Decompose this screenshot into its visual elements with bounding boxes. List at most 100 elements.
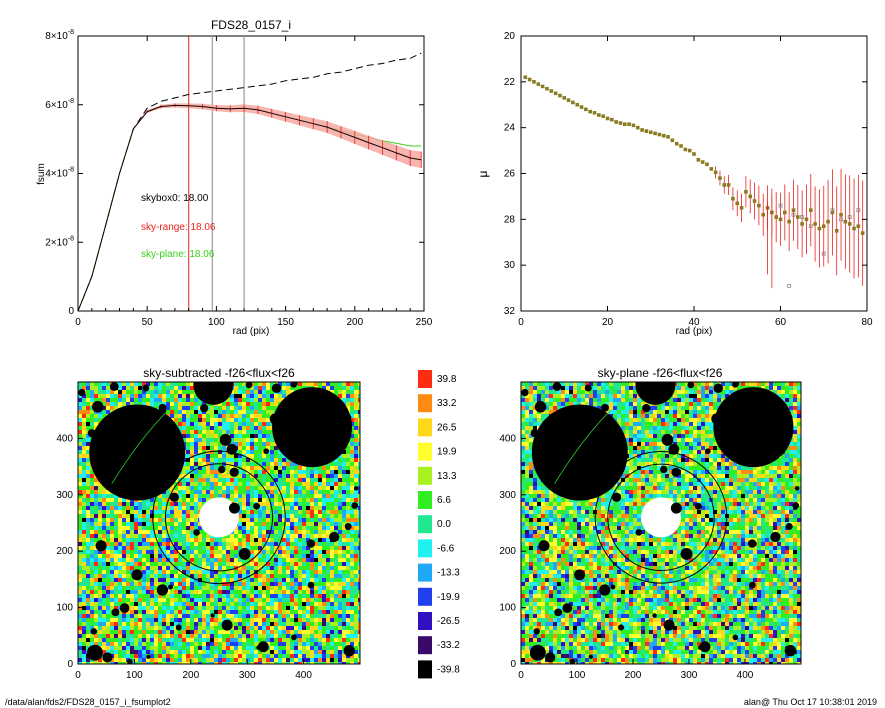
image-pixel <box>250 554 254 558</box>
image-pixel <box>106 606 110 610</box>
image-pixel <box>258 466 262 470</box>
image-pixel <box>186 410 190 414</box>
image-pixel <box>346 590 350 594</box>
image-pixel <box>82 594 86 598</box>
image-pixel <box>246 418 250 422</box>
image-pixel <box>278 586 282 590</box>
image-pixel <box>178 486 182 490</box>
image-pixel <box>214 478 218 482</box>
image-pixel <box>278 390 282 394</box>
image-pixel <box>354 586 358 590</box>
image-pixel <box>110 562 114 566</box>
image-pixel <box>290 506 294 510</box>
image-pixel <box>242 566 246 570</box>
image-pixel <box>266 618 270 622</box>
image-pixel <box>154 646 158 650</box>
image-pixel <box>214 606 218 610</box>
image-pixel <box>346 494 350 498</box>
image-pixel <box>174 418 178 422</box>
image-pixel <box>286 566 290 570</box>
image-pixel <box>326 514 330 518</box>
image-pixel <box>118 506 122 510</box>
image-pixel <box>210 550 214 554</box>
image-pixel <box>110 550 114 554</box>
image-pixel <box>346 546 350 550</box>
image-pixel <box>282 582 286 586</box>
image-pixel <box>278 518 282 522</box>
image-pixel <box>246 566 250 570</box>
image-pixel <box>130 578 134 582</box>
image-pixel <box>330 618 334 622</box>
image-pixel <box>170 610 174 614</box>
image-pixel <box>330 602 334 606</box>
image-pixel <box>78 382 82 386</box>
image-pixel <box>186 646 190 650</box>
image-pixel <box>138 626 142 630</box>
image-pixel <box>186 546 190 550</box>
image-pixel <box>242 398 246 402</box>
image-pixel <box>258 398 262 402</box>
image-pixel <box>302 622 306 626</box>
image-pixel <box>134 510 138 514</box>
image-pixel <box>254 382 258 386</box>
image-pixel <box>258 450 262 454</box>
image-pixel <box>202 530 206 534</box>
image-pixel <box>266 630 270 634</box>
image-pixel <box>198 634 202 638</box>
image-pixel <box>110 594 114 598</box>
image-pixel <box>126 522 130 526</box>
image-pixel <box>358 402 360 406</box>
image-pixel <box>150 530 154 534</box>
image-pixel <box>110 574 114 578</box>
image-pixel <box>134 390 138 394</box>
image-pixel <box>338 610 342 614</box>
image-pixel <box>270 442 274 446</box>
image-pixel <box>102 606 106 610</box>
image-pixel <box>182 394 186 398</box>
image-pixel <box>82 470 86 474</box>
image-pixel <box>350 498 354 502</box>
image-pixel <box>118 646 122 650</box>
image-pixel <box>182 614 186 618</box>
image-pixel <box>350 470 354 474</box>
image-pixel <box>358 618 360 622</box>
image-pixel <box>270 630 274 634</box>
image-pixel <box>338 598 342 602</box>
image-pixel <box>158 394 162 398</box>
image-pixel <box>262 622 266 626</box>
image-pixel <box>226 410 230 414</box>
image-pixel <box>342 510 346 514</box>
image-pixel <box>278 590 282 594</box>
image-pixel <box>330 598 334 602</box>
image-pixel <box>130 510 134 514</box>
mu-point <box>640 128 644 132</box>
image-pixel <box>314 566 318 570</box>
image-pixel <box>290 486 294 490</box>
image-pixel <box>306 570 310 574</box>
image-pixel <box>186 406 190 410</box>
image-pixel <box>150 582 154 586</box>
image-pixel <box>238 542 242 546</box>
image-pixel <box>346 594 350 598</box>
image-pixel <box>246 506 250 510</box>
image-pixel <box>214 410 218 414</box>
mu-point <box>739 206 744 210</box>
image-pixel <box>186 582 190 586</box>
image-pixel <box>142 398 146 402</box>
image-pixel <box>130 390 134 394</box>
image-pixel <box>354 414 358 418</box>
image-pixel <box>266 386 270 390</box>
image-pixel <box>130 594 134 598</box>
image-pixel <box>226 646 230 650</box>
image-pixel <box>178 602 182 606</box>
image-pixel <box>134 606 138 610</box>
image-pixel <box>350 622 354 626</box>
image-pixel <box>102 638 106 642</box>
image-pixel <box>338 550 342 554</box>
image-pixel <box>294 622 298 626</box>
fsum-series-line-2 <box>77 104 422 312</box>
image-pixel <box>318 474 322 478</box>
image-pixel <box>78 458 82 462</box>
image-pixel <box>210 474 214 478</box>
